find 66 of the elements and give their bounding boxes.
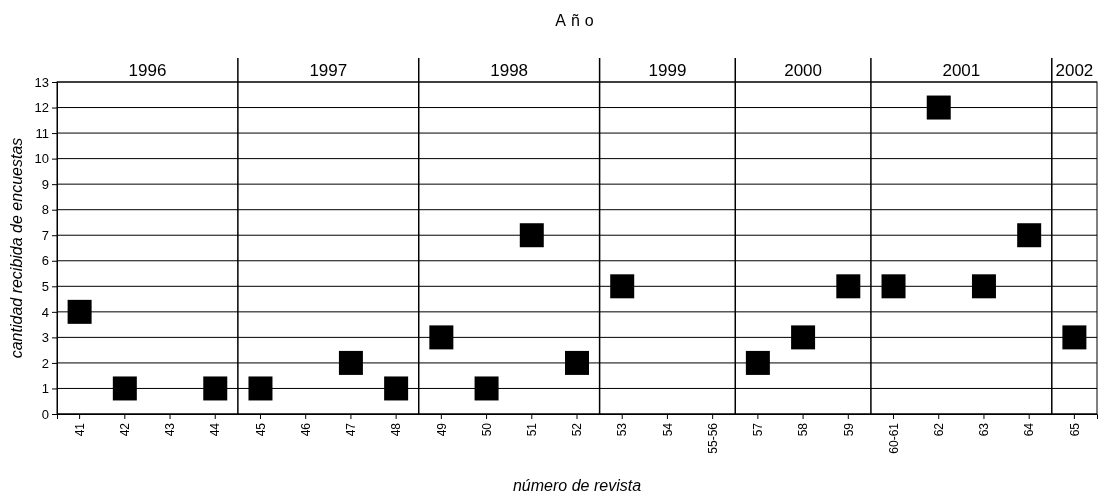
point	[429, 325, 454, 350]
x-tick-label: 45	[253, 422, 268, 437]
x-tick-label: 54	[660, 422, 675, 437]
x-tick-label: 57	[751, 422, 766, 437]
point	[881, 274, 906, 299]
point	[474, 376, 499, 401]
point	[338, 350, 363, 375]
y-axis-title: cantidad recibida de encuestas	[8, 137, 25, 359]
x-tick-label: 44	[208, 422, 223, 437]
x-tick-label: 58	[796, 422, 811, 437]
x-tick-label: 64	[1022, 422, 1037, 437]
y-tick-label: 11	[35, 125, 49, 141]
x-tick-label: 51	[524, 422, 539, 437]
point	[519, 223, 544, 248]
y-tick-label: 6	[41, 253, 49, 269]
x-axis-title: número de revista	[512, 477, 642, 494]
y-tick-label: 2	[41, 355, 49, 371]
y-tick-label: 7	[41, 227, 49, 243]
point	[248, 376, 273, 401]
point	[1017, 223, 1042, 248]
point	[565, 350, 589, 375]
text: 1997	[309, 61, 348, 80]
x-tick-label: 55-56	[705, 422, 720, 454]
point	[791, 325, 816, 350]
point	[745, 350, 770, 375]
text: 2000	[784, 61, 822, 80]
y-tick-label: 12	[34, 100, 49, 116]
point	[926, 95, 951, 120]
text: 1996	[128, 61, 167, 80]
text: 1998	[490, 61, 529, 80]
x-tick-label: 42	[118, 422, 133, 437]
x-tick-label: 41	[72, 422, 87, 437]
x-tick-label: 62	[931, 422, 946, 437]
x-tick-label: 43	[163, 422, 178, 437]
point	[384, 376, 409, 401]
x-tick-label: 47	[344, 422, 359, 437]
y-tick-label: 1	[41, 381, 49, 397]
x-tick-label: 50	[479, 422, 494, 437]
x-tick-label: 60-61	[886, 422, 901, 454]
point	[203, 376, 228, 401]
y-tick-label: 5	[41, 278, 49, 294]
y-tick-label: 8	[41, 202, 49, 218]
point	[971, 274, 996, 299]
y-tick-label: 0	[41, 406, 49, 422]
x-tick-label: 63	[977, 422, 992, 437]
x-tick-label: 59	[841, 422, 856, 437]
point	[1062, 325, 1087, 350]
point	[836, 274, 861, 299]
chart-title: Año	[555, 12, 599, 29]
x-tick-label: 49	[434, 422, 449, 437]
text: 1999	[648, 61, 687, 80]
y-tick-label: 9	[41, 176, 49, 192]
y-tick-label: 10	[34, 151, 49, 167]
point	[112, 376, 137, 401]
x-tick-label: 46	[298, 422, 313, 437]
point	[610, 274, 635, 299]
point	[67, 299, 92, 324]
x-tick-label: 53	[615, 422, 630, 437]
text: 2001	[942, 61, 981, 80]
x-tick-label: 65	[1067, 422, 1082, 437]
text: 2002	[1055, 61, 1094, 80]
x-tick-label: 52	[570, 422, 585, 437]
y-tick-label: 4	[41, 304, 49, 320]
y-tick-label: 13	[34, 74, 49, 90]
x-tick-label: 48	[389, 422, 404, 437]
y-tick-label: 3	[41, 330, 49, 346]
